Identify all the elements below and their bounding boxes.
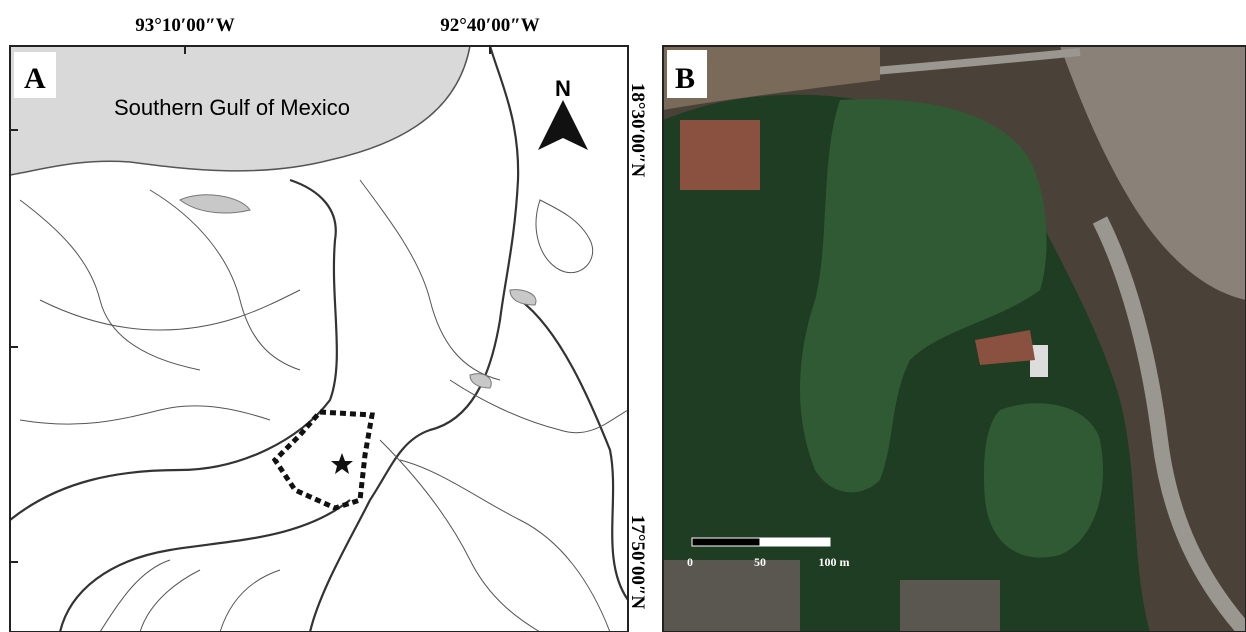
panel-label: A	[24, 62, 46, 95]
satellite-panel-b	[663, 46, 1246, 632]
rivers	[19, 179, 628, 632]
north-label: N	[555, 76, 571, 101]
panel-b-frame	[662, 45, 1246, 632]
scale-label: 0	[687, 555, 693, 569]
scale-label: 50	[754, 555, 766, 569]
latitude-label: 18°30′00″N	[627, 83, 648, 177]
longitude-label: 93°10′00″W	[135, 15, 234, 36]
latitude-label: 17°50′00″N	[627, 515, 648, 609]
scale-label: 100 m	[819, 555, 850, 569]
longitude-label: 92°40′00″W	[440, 15, 539, 36]
sea-label: Southern Gulf of Mexico	[114, 95, 350, 120]
panel-label: B	[675, 62, 695, 95]
panel-a-frame	[9, 45, 629, 632]
scale-bar: 0 50 100 m	[687, 537, 850, 569]
map-panel-a	[10, 46, 628, 632]
